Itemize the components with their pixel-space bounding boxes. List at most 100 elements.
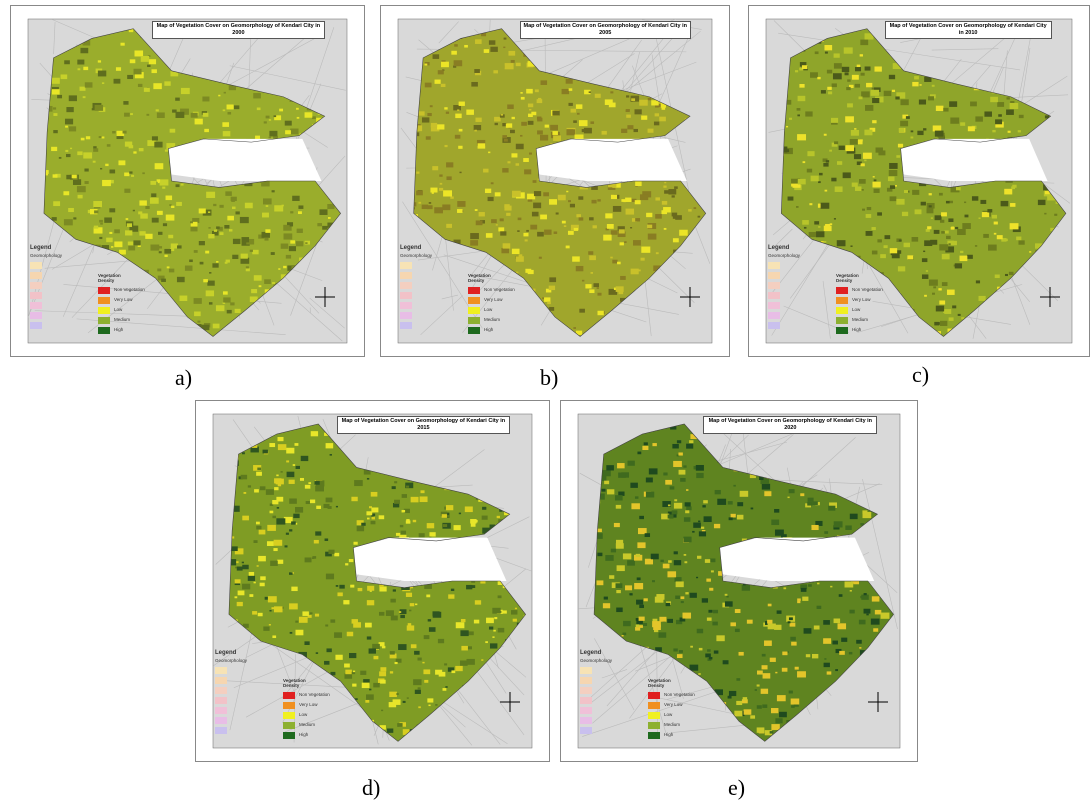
veg-patch — [824, 134, 827, 136]
veg-patch — [310, 500, 315, 504]
veg-patch — [475, 39, 482, 44]
veg-patch — [80, 48, 88, 53]
veg-patch — [992, 130, 995, 132]
veg-patch — [826, 160, 829, 162]
veg-patch — [85, 82, 93, 87]
veg-patch — [312, 557, 314, 559]
veg-patch — [1019, 115, 1024, 118]
veg-patch — [200, 262, 204, 265]
veg-patch — [742, 585, 750, 591]
veg-patch — [861, 73, 865, 76]
veg-patch — [316, 652, 318, 654]
veg-patch — [138, 211, 142, 214]
veg-patch — [639, 625, 643, 628]
veg-patch — [736, 701, 742, 705]
veg-patch — [70, 148, 72, 149]
veg-patch — [379, 612, 384, 616]
veg-patch — [237, 567, 243, 571]
veg-patch — [845, 72, 849, 75]
veg-patch — [791, 699, 800, 705]
veg-patch — [455, 135, 461, 139]
veg-patch — [975, 116, 983, 121]
veg-patch — [994, 233, 996, 235]
veg-patch — [626, 109, 630, 112]
veg-patch — [516, 144, 524, 150]
veg-patch — [652, 580, 655, 582]
veg-patch — [394, 481, 397, 483]
veg-patch — [798, 179, 806, 185]
veg-patch — [345, 670, 352, 675]
veg-patch — [94, 210, 98, 213]
veg-patch — [257, 108, 261, 111]
veg-patch — [249, 572, 254, 576]
veg-patch — [357, 526, 364, 531]
veg-patch — [204, 129, 209, 132]
veg-patch — [400, 525, 403, 527]
veg-patch — [218, 95, 220, 97]
veg-patch — [576, 266, 584, 271]
veg-patch — [516, 63, 521, 66]
veg-patch — [767, 620, 772, 624]
veg-patch — [272, 516, 276, 518]
veg-patch — [164, 249, 171, 254]
veg-patch — [824, 663, 830, 667]
veg-patch — [422, 117, 429, 122]
veg-patch — [802, 65, 807, 69]
veg-patch — [859, 620, 866, 625]
veg-patch — [630, 227, 632, 228]
veg-patch — [172, 110, 177, 113]
veg-patch — [213, 204, 216, 206]
veg-patch — [475, 600, 481, 604]
veg-patch — [648, 98, 651, 100]
veg-patch — [788, 621, 791, 623]
veg-patch — [735, 609, 741, 613]
veg-patch — [1018, 240, 1024, 244]
bay — [536, 139, 687, 181]
veg-patch — [912, 237, 919, 242]
veg-patch — [241, 254, 248, 259]
veg-patch — [494, 617, 497, 619]
veg-patch — [797, 134, 806, 140]
veg-patch — [266, 489, 274, 495]
veg-patch — [975, 245, 977, 247]
veg-patch — [655, 197, 660, 200]
veg-patch — [254, 489, 259, 492]
veg-patch — [799, 84, 804, 88]
veg-patch — [441, 84, 446, 87]
veg-patch — [615, 495, 623, 500]
veg-patch — [771, 520, 779, 525]
veg-patch — [262, 213, 269, 218]
geo-swatch — [400, 312, 412, 319]
legend-vegetation: Vegetation Density — [468, 273, 508, 283]
veg-patch — [190, 221, 193, 223]
veg-patch — [938, 288, 941, 290]
caption: c) — [912, 362, 929, 388]
veg-patch — [788, 197, 794, 201]
veg-patch — [685, 510, 689, 513]
veg-swatch — [648, 692, 660, 699]
veg-patch — [442, 204, 450, 210]
veg-patch — [707, 617, 712, 620]
legend-title: Legend — [215, 650, 236, 656]
veg-patch — [951, 227, 955, 230]
veg-patch — [641, 247, 650, 253]
veg-patch — [531, 112, 536, 115]
veg-patch — [317, 223, 322, 226]
veg-patch — [308, 482, 311, 484]
veg-patch — [506, 123, 512, 127]
veg-patch — [940, 321, 947, 326]
veg-patch — [768, 604, 772, 607]
veg-patch — [744, 709, 752, 714]
veg-patch — [958, 314, 961, 316]
veg-patch — [227, 310, 232, 314]
veg-patch — [926, 229, 930, 232]
veg-patch — [281, 471, 283, 473]
veg-patch — [177, 245, 182, 248]
veg-patch — [639, 617, 645, 621]
veg-patch — [579, 120, 588, 126]
veg-patch — [414, 651, 420, 655]
veg-patch — [774, 625, 781, 630]
veg-patch — [789, 489, 795, 493]
veg-patch — [271, 607, 274, 609]
legend-class: Very Low — [664, 702, 683, 707]
